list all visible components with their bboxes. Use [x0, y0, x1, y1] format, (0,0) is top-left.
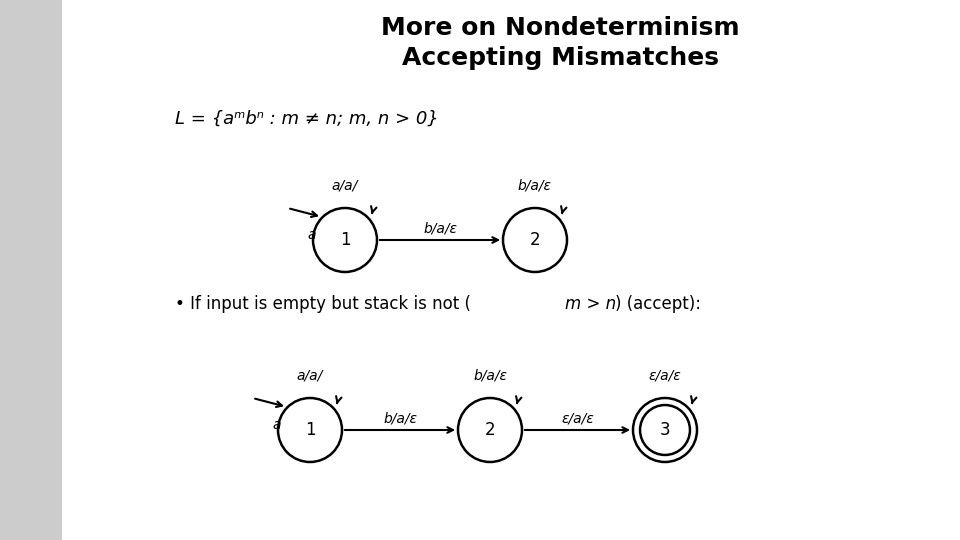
Text: b/a/ε: b/a/ε — [383, 411, 417, 425]
Text: 3: 3 — [660, 421, 670, 439]
Text: m > n: m > n — [565, 295, 616, 313]
Circle shape — [633, 398, 697, 462]
Text: 1: 1 — [340, 231, 350, 249]
Text: a: a — [307, 228, 316, 242]
Circle shape — [458, 398, 522, 462]
Text: ε/a/ε: ε/a/ε — [562, 411, 594, 425]
Bar — [0, 0, 62, 540]
Text: Accepting Mismatches: Accepting Mismatches — [401, 46, 718, 70]
Text: 1: 1 — [304, 421, 315, 439]
Text: 2: 2 — [530, 231, 540, 249]
Text: b/a/ε: b/a/ε — [423, 221, 457, 235]
Text: a: a — [272, 418, 280, 432]
Text: • If input is empty but stack is not (: • If input is empty but stack is not ( — [175, 295, 470, 313]
Circle shape — [313, 208, 377, 272]
Text: ) (accept):: ) (accept): — [615, 295, 701, 313]
Text: L = {aᵐbⁿ : m ≠ n; m, n > 0}: L = {aᵐbⁿ : m ≠ n; m, n > 0} — [175, 110, 439, 128]
Text: 2: 2 — [485, 421, 495, 439]
Text: More on Nondeterminism: More on Nondeterminism — [381, 16, 739, 40]
Text: b/a/ε: b/a/ε — [518, 178, 552, 192]
Text: a/a/: a/a/ — [297, 368, 324, 382]
Text: a/a/: a/a/ — [332, 178, 358, 192]
Text: b/a/ε: b/a/ε — [473, 368, 507, 382]
Text: ε/a/ε: ε/a/ε — [649, 368, 682, 382]
Circle shape — [278, 398, 342, 462]
Circle shape — [503, 208, 567, 272]
